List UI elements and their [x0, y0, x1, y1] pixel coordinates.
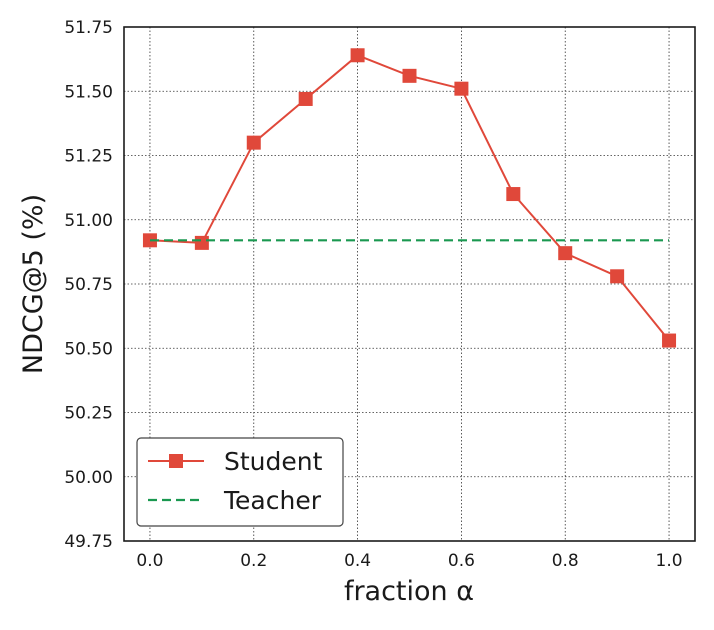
y-tick-label: 51.00	[64, 211, 113, 231]
legend: Student Teacher	[136, 437, 344, 527]
series-student-point	[350, 48, 365, 63]
x-tick-label: 1.0	[656, 551, 683, 571]
y-axis-title: NDCG@5 (%)	[18, 194, 49, 374]
x-axis-title: fraction α	[344, 576, 474, 607]
y-axis-ticks: 49.75 50.00 50.25 50.50 50.75 51.00 51.25 51.50…	[64, 18, 113, 552]
y-tick-label: 51.25	[64, 147, 113, 167]
x-tick-label: 0.6	[448, 551, 475, 571]
y-tick-label: 50.50	[64, 339, 113, 359]
legend-student-label: Student	[224, 447, 323, 476]
x-axis-ticks: 0.0 0.2 0.4 0.6 0.8 1.0	[136, 551, 682, 571]
series-student-point	[610, 269, 625, 284]
series-student-point	[194, 235, 209, 250]
series-student-point	[246, 135, 261, 150]
plot-frame	[123, 26, 696, 542]
legend-teacher-label: Teacher	[223, 486, 322, 515]
series-layer	[142, 48, 677, 348]
series-student-point	[454, 81, 469, 96]
x-tick-label: 0.4	[344, 551, 371, 571]
y-tick-label: 51.50	[64, 82, 113, 102]
y-tick-label: 50.25	[64, 404, 113, 424]
series-student-point	[298, 91, 313, 106]
series-student-point	[142, 233, 157, 248]
x-tick-label: 0.0	[136, 551, 163, 571]
x-tick-label: 0.2	[240, 551, 267, 571]
series-student-point	[402, 68, 417, 83]
y-tick-label: 51.75	[64, 18, 113, 38]
legend-student-marker	[169, 454, 183, 468]
series-student-point	[506, 187, 521, 202]
series-student-point	[662, 333, 677, 348]
series-student-line	[149, 54, 670, 342]
series-student-point	[558, 246, 573, 261]
y-tick-label: 50.00	[64, 468, 113, 488]
x-tick-label: 0.8	[552, 551, 579, 571]
y-tick-label: 49.75	[64, 532, 113, 552]
y-tick-label: 50.75	[64, 275, 113, 295]
